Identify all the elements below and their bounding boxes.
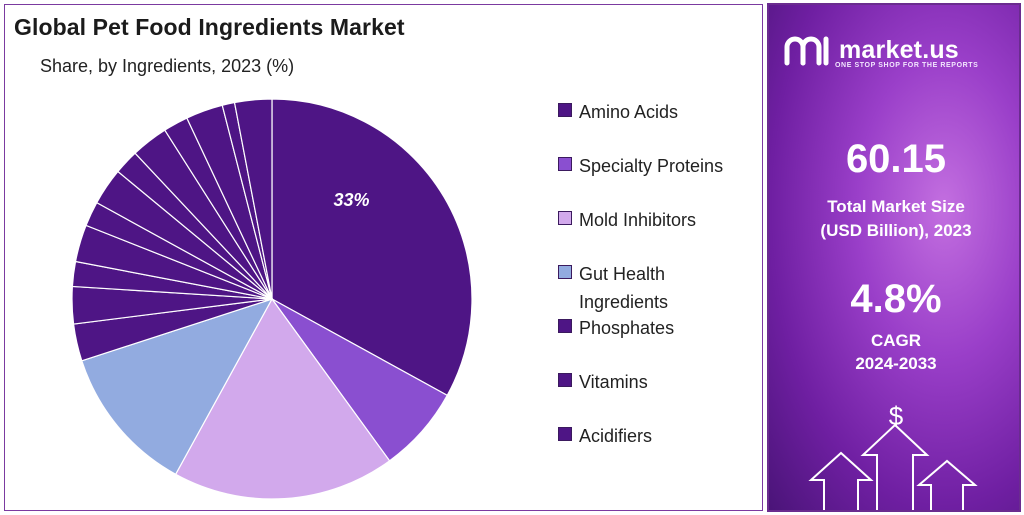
pie-slice-amino-acids <box>271 98 473 397</box>
market-size-label-line2: (USD Billion), 2023 <box>820 221 972 240</box>
legend-item-amino-acids: Amino Acids <box>558 98 758 152</box>
up-arrow-icon <box>808 423 978 510</box>
cagr-label-line1: CAGR <box>870 331 922 350</box>
market-size-value: 60.15 <box>845 137 947 181</box>
pie-slice-gut-health-ingredients <box>81 297 274 476</box>
cagr-value: 4.8% <box>850 277 942 321</box>
chart-legend: Amino Acids Specialty Proteins Mold Inhi… <box>558 98 758 476</box>
pie-chart: 33% <box>71 98 473 500</box>
brand-name: market.us <box>839 35 959 64</box>
legend-label: Vitamins <box>579 372 648 392</box>
legend-swatch <box>558 157 572 171</box>
legend-item-acidifiers: Acidifiers <box>558 422 758 476</box>
legend-label: Amino Acids <box>579 102 679 122</box>
chart-title: Global Pet Food Ingredients Market <box>14 14 405 40</box>
legend-swatch <box>558 319 572 333</box>
legend-item-phosphates: Phosphates <box>558 314 758 368</box>
legend-swatch <box>558 265 572 279</box>
dollar-icon: $ <box>888 401 904 431</box>
stats-panel: market.us ONE STOP SHOP FOR THE REPORTS … <box>767 3 1021 512</box>
cagr-label-line2: 2024-2033 <box>855 354 937 373</box>
legend-swatch <box>558 103 572 117</box>
legend-item-mold-inhibitors: Mold Inhibitors <box>558 206 758 260</box>
legend-swatch <box>558 211 572 225</box>
legend-item-gut-health: Gut Health Ingredients <box>558 260 758 314</box>
logo-icon <box>784 36 829 66</box>
legend-swatch <box>558 427 572 441</box>
legend-label: Gut Health Ingredients <box>579 264 669 312</box>
legend-swatch <box>558 373 572 387</box>
legend-item-specialty-proteins: Specialty Proteins <box>558 152 758 206</box>
brand-logo: market.us <box>783 33 959 67</box>
legend-label: Specialty Proteins <box>579 156 724 176</box>
legend-item-vitamins: Vitamins <box>558 368 758 422</box>
slice-data-label: 33% <box>334 190 370 210</box>
legend-label: Phosphates <box>579 318 675 338</box>
chart-subtitle: Share, by Ingredients, 2023 (%) <box>40 56 295 76</box>
pie-slice-mold-inhibitors <box>174 297 391 500</box>
market-size-label-line1: Total Market Size <box>827 197 965 216</box>
brand-tagline: ONE STOP SHOP FOR THE REPORTS <box>835 62 979 69</box>
pie-slice-other-15 <box>233 98 273 300</box>
legend-label: Mold Inhibitors <box>579 210 697 230</box>
legend-label: Acidifiers <box>579 426 653 446</box>
